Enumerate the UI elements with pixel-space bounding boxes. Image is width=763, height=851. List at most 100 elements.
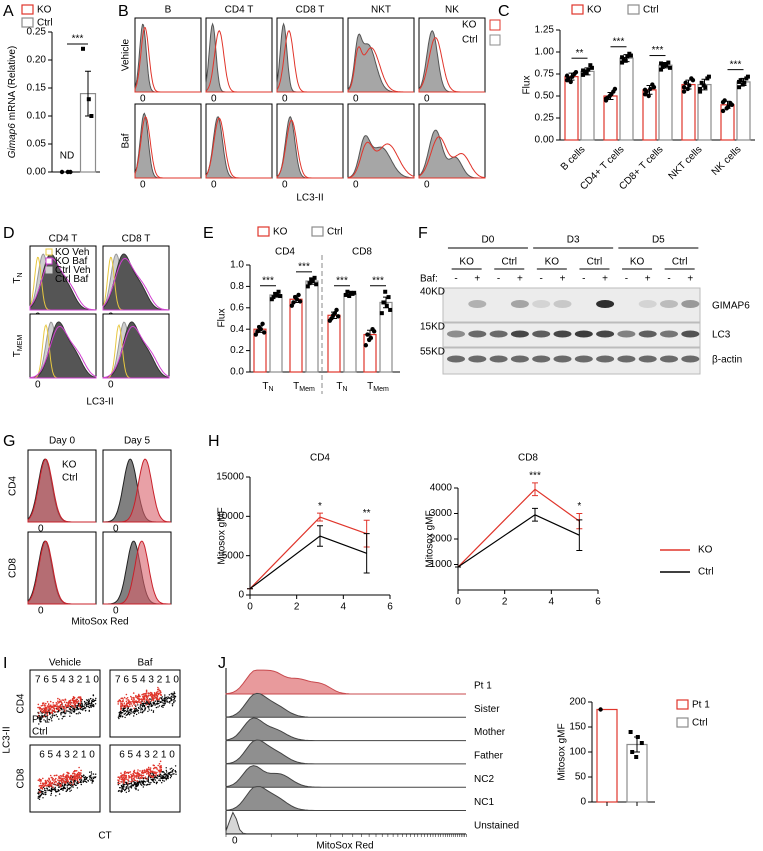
band (660, 330, 678, 338)
cell-dot (80, 776, 82, 779)
sample-label: Unstained (474, 820, 519, 831)
cell-dot (128, 790, 130, 792)
y-tick-label: 0.8 (230, 281, 244, 292)
cell-dot (138, 699, 140, 702)
cell-dot (42, 784, 44, 787)
cell-dot (69, 774, 72, 777)
genotype-label: Ctrl (587, 257, 603, 268)
cell-dot (122, 712, 124, 714)
y-tick-label: 0.50 (535, 91, 555, 102)
cell-dot (157, 706, 159, 708)
genotype-label: KO (459, 257, 474, 268)
cell-dot (70, 711, 72, 713)
cell-dot (82, 709, 84, 711)
cell-dot (90, 778, 93, 780)
cell-dot (160, 693, 162, 696)
legend-label: Ctrl (462, 35, 478, 46)
data-point (89, 114, 94, 118)
x-axis-label: MitoSox Red (71, 617, 128, 628)
y-tick-label: 0.05 (27, 139, 47, 150)
cell-dot (128, 711, 130, 714)
cell-dot (84, 707, 87, 709)
y-tick-label: 3000 (430, 508, 453, 519)
data-point (701, 83, 706, 88)
label-sub: N (343, 386, 348, 393)
zero-label: 0 (38, 606, 44, 617)
cell-dot (61, 718, 63, 720)
cell-dot (117, 790, 120, 792)
x-tick-label: 6 (387, 602, 393, 613)
cell-dot (49, 705, 52, 707)
cell-dot (150, 698, 152, 700)
cell-dot (62, 699, 65, 701)
cell-dot (165, 779, 167, 781)
data-point (586, 67, 591, 72)
cell-dot (118, 777, 121, 780)
cell-dot (122, 700, 125, 702)
cell-dot (58, 786, 60, 788)
cell-dot (81, 702, 83, 705)
bar (327, 314, 341, 373)
cell-dot (171, 705, 174, 707)
cell-dot (42, 715, 44, 718)
cell-dot (129, 709, 131, 712)
cell-dot (159, 771, 162, 773)
cell-dot (88, 775, 91, 777)
cell-dot (68, 700, 71, 702)
cell-dot (53, 714, 55, 717)
cell-dot (124, 789, 126, 792)
panel-letter: E (203, 225, 214, 242)
zero-label: 0 (35, 380, 41, 391)
chart-title: CD8 (518, 453, 538, 464)
cell-dot (133, 769, 136, 772)
panel-letter: F (418, 225, 428, 242)
cell-dot (89, 698, 92, 700)
cell-dot (47, 704, 50, 706)
band (681, 330, 700, 338)
cell-dot (135, 709, 137, 712)
legend-swatch (676, 699, 689, 710)
cell-dot (62, 789, 64, 791)
bar (626, 743, 648, 803)
sample-label: Father (474, 751, 504, 762)
cell-dot (139, 704, 142, 706)
cell-dot (138, 707, 140, 710)
cell-dot (118, 699, 121, 702)
histogram (102, 326, 170, 379)
y-tick-label: 0.6 (230, 302, 244, 313)
cell-dot (150, 771, 152, 773)
data-point (625, 54, 630, 59)
cell-dot (168, 772, 170, 774)
band (553, 355, 572, 363)
band (638, 300, 657, 308)
cell-dot (41, 710, 43, 713)
cell-dot (151, 693, 154, 696)
data-point (309, 277, 314, 282)
cell-dot (40, 790, 43, 792)
cell-dot (68, 783, 70, 786)
band (447, 330, 465, 338)
cell-dot (45, 702, 47, 705)
histogram (276, 30, 343, 93)
cell-dot (146, 697, 149, 700)
cell-dot (46, 784, 49, 787)
cell-dot (153, 697, 155, 700)
cell-dot (59, 777, 62, 779)
cell-dot (66, 771, 68, 774)
cell-dot (50, 794, 52, 796)
legend-label: Ctrl (327, 227, 343, 238)
cell-dot (156, 703, 159, 705)
cell-dot (48, 789, 50, 792)
cell-dot (49, 707, 51, 710)
cell-dot (158, 775, 161, 777)
cell-dot (76, 705, 79, 707)
blot (442, 347, 701, 375)
data-point (589, 65, 594, 70)
cell-dot (148, 781, 150, 784)
column-title: Vehicle (49, 658, 82, 669)
cell-dot (123, 786, 125, 788)
baf-sign: - (454, 274, 457, 285)
band (617, 355, 636, 363)
data-point (740, 82, 745, 87)
cell-dot (121, 707, 123, 709)
